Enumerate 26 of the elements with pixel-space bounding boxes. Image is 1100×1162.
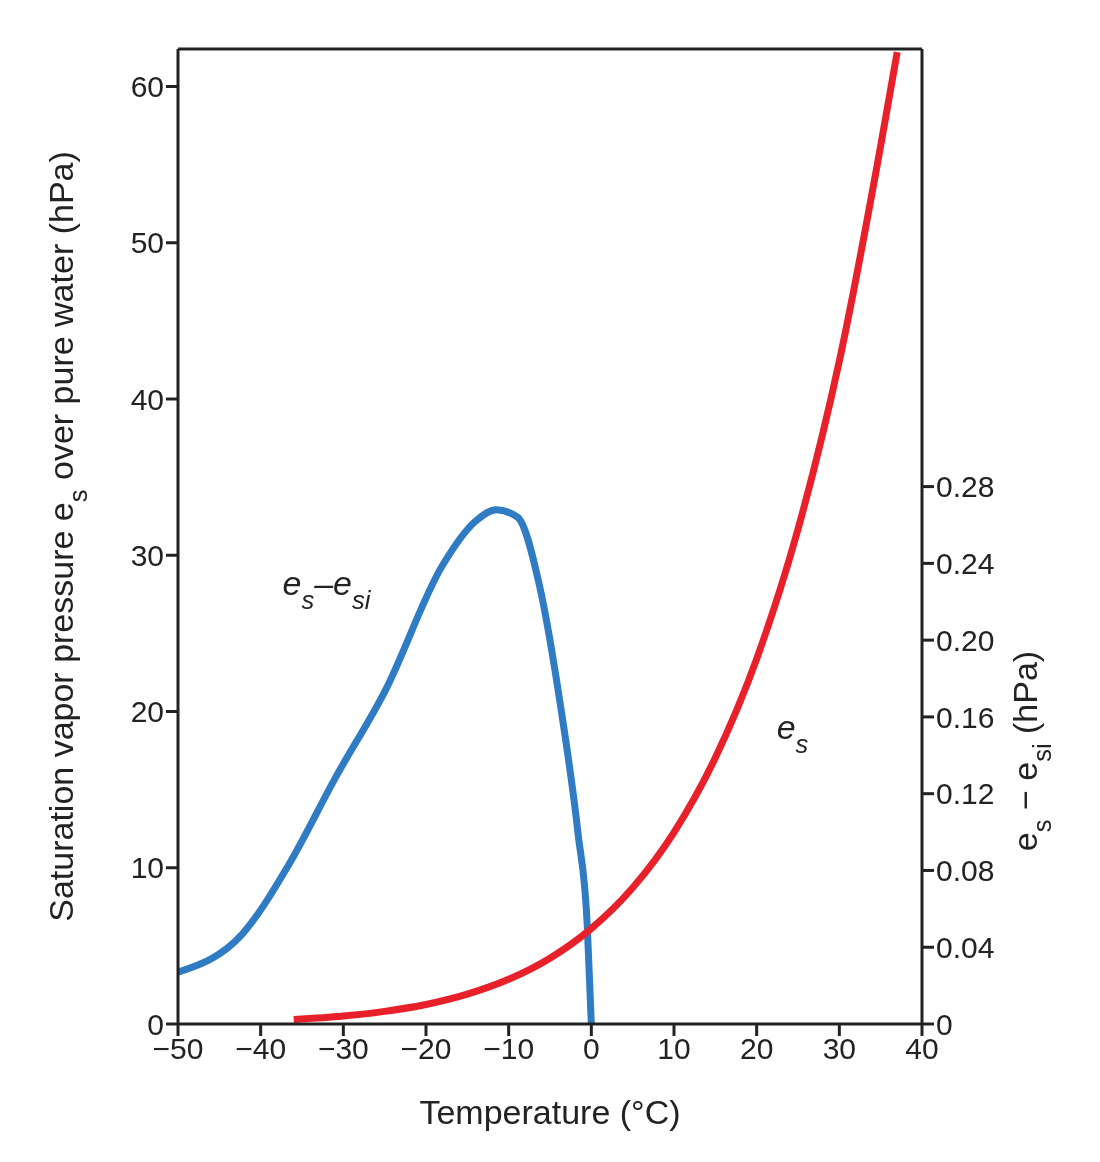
y2-tick-label: 0: [936, 1007, 953, 1041]
y2-tick-label: 0.12: [936, 777, 995, 811]
x-tick-label: 20: [739, 1032, 774, 1066]
x-tick-label: 40: [905, 1032, 939, 1066]
x-axis-title: Temperature (°C): [419, 1093, 681, 1131]
y2-tick-label: 0.20: [936, 623, 995, 657]
x-tick-label: 0: [582, 1032, 600, 1066]
x-tick-label: −30: [317, 1032, 369, 1066]
y2-tick-label: 0.04: [936, 930, 995, 964]
x-tick-label: 30: [822, 1032, 857, 1066]
y-tick-label: 60: [130, 70, 164, 104]
y-tick-label: 50: [130, 226, 164, 260]
y2-tick-label: 0.28: [936, 470, 995, 504]
y-tick-label: 30: [130, 538, 164, 572]
y2-tick-label: 0.24: [936, 547, 995, 581]
x-tick-label: 10: [657, 1032, 691, 1066]
y-tick-label: 20: [130, 695, 164, 729]
x-tick-label: −10: [483, 1032, 535, 1066]
x-tick-label: −40: [235, 1032, 287, 1066]
y-tick-label: 10: [130, 851, 164, 885]
series-label: e$_{s}$–e$_{si}$: [282, 564, 372, 615]
y2-tick-label: 0.08: [936, 854, 995, 888]
x-tick-label: −20: [400, 1032, 452, 1066]
y-tick-label: 40: [130, 382, 164, 416]
y2-tick-label: 0.16: [936, 700, 995, 734]
series-label: e$_{s}$: [776, 707, 809, 758]
